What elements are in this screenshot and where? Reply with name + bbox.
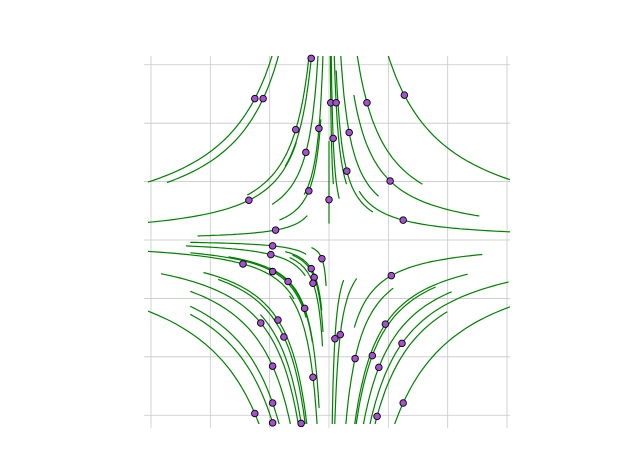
streamline	[356, 56, 423, 185]
start-point	[345, 128, 353, 137]
start-point	[251, 409, 259, 418]
streamline	[190, 305, 280, 424]
start-point	[259, 94, 267, 103]
start-point	[284, 277, 292, 286]
start-point	[318, 254, 326, 263]
streamline	[387, 56, 510, 181]
streamline	[354, 273, 468, 424]
start-point	[332, 98, 340, 107]
start-point	[271, 226, 280, 234]
grid	[144, 56, 510, 428]
start-point	[268, 242, 277, 250]
start-point	[368, 351, 377, 360]
streamline	[197, 215, 308, 237]
start-point	[336, 330, 345, 339]
streamline	[340, 56, 380, 197]
start-point	[309, 373, 317, 382]
streamline	[160, 273, 299, 424]
start-point	[305, 187, 313, 195]
start-point	[245, 196, 253, 205]
start-point	[297, 419, 305, 428]
start-point	[399, 216, 407, 224]
start-point	[373, 412, 381, 421]
streamline	[148, 250, 295, 300]
start-point	[268, 362, 277, 370]
streamline	[259, 314, 302, 424]
start-point	[398, 339, 406, 348]
streamline	[148, 56, 273, 183]
start-point	[280, 333, 288, 341]
streamline	[190, 290, 291, 424]
streamline	[190, 313, 274, 424]
streamline	[271, 56, 319, 205]
start-points	[239, 54, 409, 428]
start-point	[381, 320, 390, 328]
start-point	[307, 264, 315, 273]
streamline	[353, 253, 483, 328]
streamline	[355, 286, 436, 424]
start-point	[292, 125, 300, 134]
streamline	[353, 94, 480, 217]
start-point	[300, 304, 309, 313]
start-point	[329, 134, 337, 143]
start-point	[257, 319, 265, 327]
streamline	[394, 306, 510, 424]
start-point	[363, 98, 371, 107]
streamline	[335, 70, 374, 213]
streamline	[148, 142, 297, 224]
streamline	[374, 311, 448, 424]
start-point	[400, 91, 409, 99]
start-point	[268, 267, 277, 276]
streamline	[345, 287, 394, 424]
streamline	[334, 278, 358, 424]
start-point	[343, 167, 351, 175]
start-point	[267, 250, 275, 259]
streamlines	[148, 56, 510, 424]
start-point	[399, 399, 407, 407]
streamline	[166, 56, 279, 184]
streamline	[358, 190, 510, 233]
start-point	[375, 363, 383, 372]
start-point	[268, 419, 277, 427]
start-point	[351, 354, 359, 363]
start-point	[274, 316, 282, 324]
streamline	[369, 281, 509, 424]
start-point	[268, 399, 277, 407]
start-point	[387, 271, 396, 280]
start-point	[331, 334, 339, 343]
start-point	[239, 260, 247, 268]
streamline	[190, 252, 307, 318]
streamline	[289, 257, 324, 347]
start-point	[302, 148, 310, 157]
start-point	[251, 94, 259, 103]
start-point	[309, 279, 317, 287]
start-point	[386, 177, 394, 185]
start-point	[315, 124, 323, 133]
start-point	[307, 54, 315, 63]
start-point	[325, 195, 333, 204]
streamline	[331, 279, 345, 424]
